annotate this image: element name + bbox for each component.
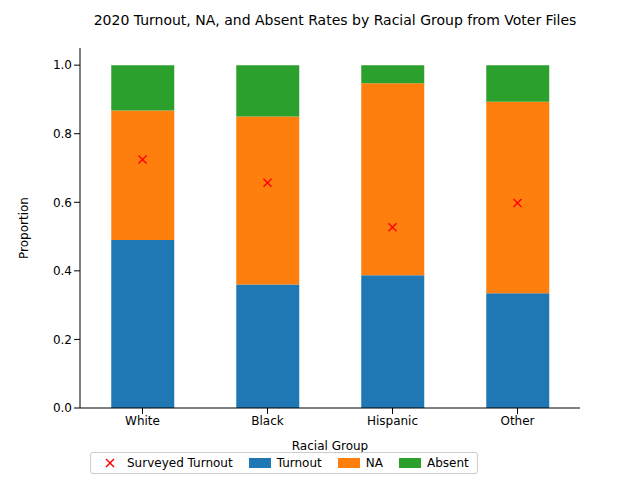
html-text:Absent: Absent <box>426 456 469 470</box>
svg-text:0.8: 0.8 <box>53 127 72 141</box>
svg-text:0.4: 0.4 <box>53 264 72 278</box>
svg-text:White: White <box>125 414 160 428</box>
svg-text:0.2: 0.2 <box>53 333 72 347</box>
svg-text:0.0: 0.0 <box>53 401 72 415</box>
svg-text:Black: Black <box>251 414 284 428</box>
html-text:Surveyed Turnout: Surveyed Turnout <box>127 456 233 470</box>
html-text:Turnout: Turnout <box>276 456 322 470</box>
html-text:NA: NA <box>365 456 383 470</box>
svg-text:Racial Group: Racial Group <box>292 439 368 453</box>
html-text:2020 Turnout, NA, and Absent R: 2020 Turnout, NA, and Absent Rates by Ra… <box>93 12 577 28</box>
svg-text:1.0: 1.0 <box>53 58 72 72</box>
svg-text:Hispanic: Hispanic <box>367 414 418 428</box>
svg-text:0.6: 0.6 <box>53 196 72 210</box>
svg-text:Proportion: Proportion <box>17 197 31 259</box>
svg-text:Other: Other <box>500 414 534 428</box>
